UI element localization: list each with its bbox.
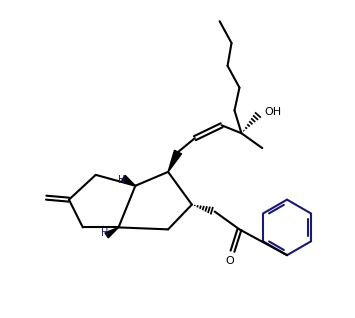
Polygon shape [168,150,181,172]
Text: O: O [225,256,234,266]
Text: H: H [118,175,125,185]
Text: H: H [101,228,108,238]
Polygon shape [122,175,135,186]
Polygon shape [105,227,119,238]
Text: OH: OH [264,107,282,117]
